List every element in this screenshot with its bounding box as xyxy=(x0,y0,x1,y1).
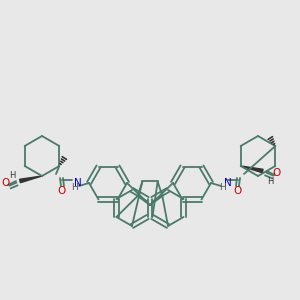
Polygon shape xyxy=(20,176,42,183)
Polygon shape xyxy=(241,166,263,173)
Text: N: N xyxy=(74,178,82,188)
Text: H: H xyxy=(9,170,15,179)
Text: O: O xyxy=(58,186,66,196)
Text: N: N xyxy=(224,178,232,188)
Text: O: O xyxy=(234,186,242,196)
Text: H: H xyxy=(219,184,225,193)
Text: O: O xyxy=(2,178,10,188)
Text: O: O xyxy=(273,168,281,178)
Text: H: H xyxy=(268,176,274,185)
Text: H: H xyxy=(70,184,77,193)
